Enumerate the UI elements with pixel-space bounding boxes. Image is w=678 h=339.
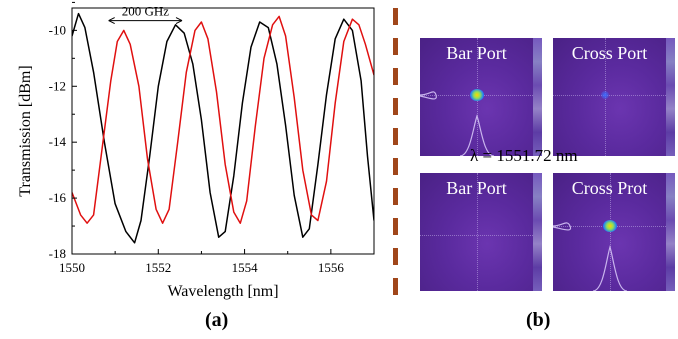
camera-title: Bar Port	[446, 178, 507, 198]
x-tick-label-1550: 1550	[59, 260, 85, 275]
y-tick-label--16: -16	[49, 190, 67, 205]
x-axis-label: Wavelength [nm]	[167, 283, 278, 300]
y-tick-label--10: -10	[49, 22, 66, 37]
series-line-1	[72, 15, 374, 224]
x-tick-label-1552: 1552	[145, 260, 171, 275]
panel-a-label: (a)	[205, 309, 229, 331]
series-line-0	[72, 12, 374, 244]
x-tick-label-1554: 1554	[232, 260, 259, 275]
camera-title: Cross Prot	[571, 178, 648, 198]
fsr-annotation: 200 GHz	[122, 4, 170, 19]
wavelength-caption: λ = 1551.72 nm	[470, 146, 578, 165]
camera-title: Cross Port	[571, 43, 648, 63]
panel-b-label: (b)	[526, 309, 551, 331]
y-tick-label--12: -12	[49, 78, 66, 93]
camera-cross-port-bottom: Cross Prot	[553, 173, 675, 291]
fsr-arrow-head-right	[175, 17, 183, 25]
camera-bar-port-bottom: Bar Port	[420, 173, 542, 291]
transmission-chart: 1550 1552 1554 1556 -18 -16 -14 -12 -10 Wavelengt…	[17, 1, 375, 300]
panel-divider	[393, 8, 399, 300]
camera-bar-port-top: Bar Port	[420, 38, 542, 156]
fsr-arrow-head-left	[108, 17, 115, 25]
x-tick-label-1556: 1556	[318, 260, 345, 275]
y-tick-label--14: -14	[49, 134, 67, 149]
y-axis-label: Transmission [dBm]	[17, 65, 34, 196]
plot-frame	[71, 7, 375, 255]
camera-cross-port-top: Cross Port	[553, 38, 675, 156]
camera-title: Bar Port	[446, 43, 507, 63]
y-tick-label--18: -18	[49, 246, 66, 261]
